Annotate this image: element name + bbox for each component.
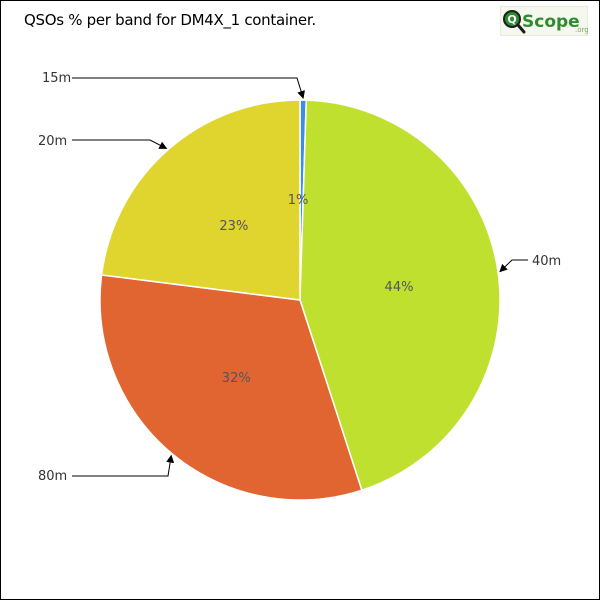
- svg-text:.org: .org: [575, 26, 588, 34]
- leader-line-80m: [72, 454, 175, 477]
- pie-slice-20m: [100, 99, 301, 301]
- band-label-15m: 15m: [42, 71, 71, 86]
- chart-title: QSOs % per band for DM4X_1 container.: [24, 11, 316, 29]
- band-label-40m: 40m: [532, 254, 561, 269]
- leader-line-15m: [72, 77, 305, 99]
- band-label-20m: 20m: [38, 134, 67, 149]
- pct-label-40m: 44%: [385, 280, 414, 295]
- pct-label-20m: 23%: [219, 219, 248, 234]
- magnifier-icon: Q: [503, 10, 526, 34]
- svg-text:Q: Q: [507, 13, 516, 26]
- band-label-80m: 80m: [38, 469, 67, 484]
- qscope-logo: Q Scope .org: [500, 6, 588, 36]
- svg-text:Scope: Scope: [522, 12, 580, 32]
- leader-line-40m: [499, 259, 528, 273]
- pct-label-15m: 1%: [288, 193, 309, 208]
- leader-line-20m: [72, 139, 168, 149]
- pct-label-80m: 32%: [222, 371, 251, 386]
- pie-slice-80m: [99, 274, 363, 501]
- pie-slice-40m: [299, 99, 501, 492]
